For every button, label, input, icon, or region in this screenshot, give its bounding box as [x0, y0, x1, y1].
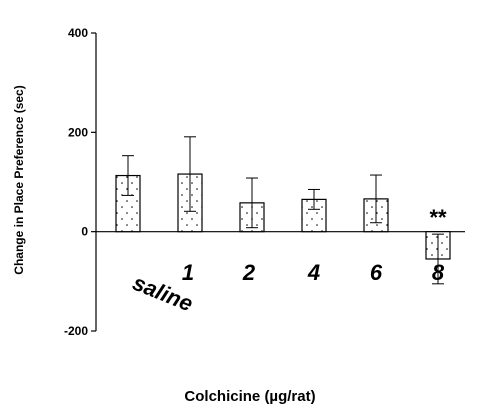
y-axis-label: Change in Place Preference (sec) [12, 85, 26, 274]
x-tick-label-6: 6 [370, 260, 383, 285]
x-tick-label-1: 1 [182, 260, 194, 285]
x-tick-label-2: 2 [242, 260, 256, 285]
y-axis: 400 200 0 -200 [64, 26, 465, 338]
y-tick-label: 0 [81, 225, 88, 239]
x-axis-label: Colchicine (µg/rat) [184, 388, 316, 405]
y-tick-label: -200 [64, 324, 88, 338]
bars-group: ** [115, 136, 451, 285]
y-tick-label: 200 [68, 125, 88, 139]
y-tick-label: 400 [68, 26, 88, 40]
x-tick-label-8: 8 [432, 260, 445, 285]
significance-annotation: ** [429, 205, 447, 230]
x-tick-label-4: 4 [307, 260, 320, 285]
